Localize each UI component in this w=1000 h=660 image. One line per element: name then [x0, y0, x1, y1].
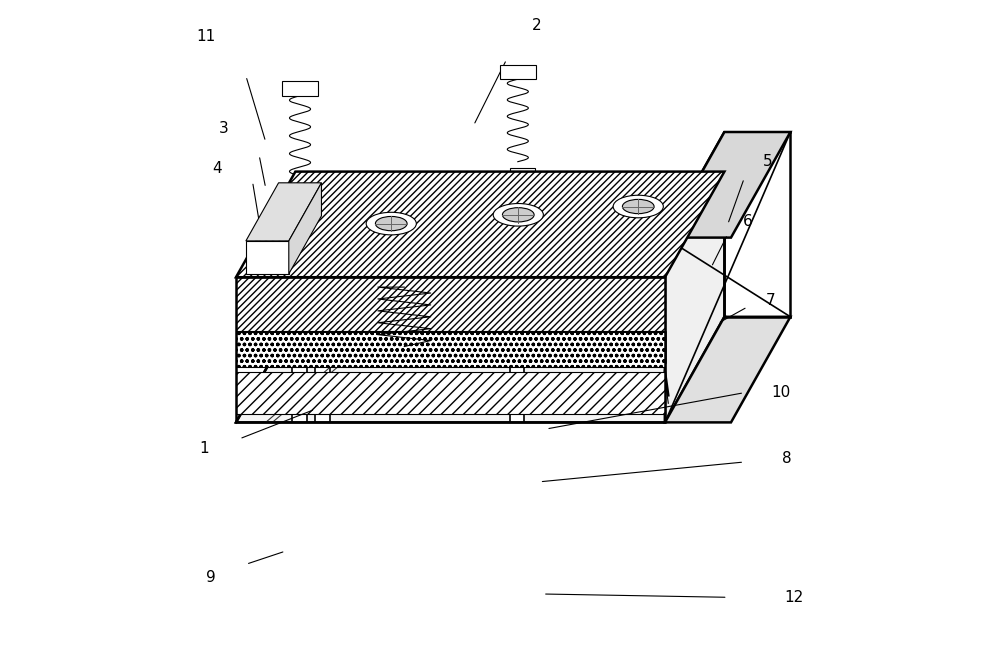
Text: 11: 11 [197, 29, 216, 44]
Text: 3: 3 [219, 121, 229, 136]
Polygon shape [292, 185, 307, 422]
Polygon shape [665, 172, 724, 422]
Ellipse shape [366, 213, 416, 235]
Polygon shape [236, 333, 665, 367]
Bar [510, 168, 535, 185]
Polygon shape [665, 317, 790, 422]
Text: 2: 2 [531, 18, 541, 32]
Text: 9: 9 [206, 570, 216, 585]
Bar [500, 65, 536, 79]
Ellipse shape [502, 208, 534, 222]
Text: 12: 12 [784, 590, 803, 605]
Ellipse shape [493, 203, 543, 226]
Text: 8: 8 [782, 451, 792, 466]
Text: 5: 5 [762, 154, 772, 169]
Text: 4: 4 [213, 161, 222, 176]
Polygon shape [246, 241, 289, 274]
Ellipse shape [613, 195, 663, 218]
Ellipse shape [375, 216, 407, 231]
Polygon shape [665, 132, 790, 238]
Text: 10: 10 [771, 385, 790, 400]
Polygon shape [315, 185, 330, 422]
Polygon shape [236, 372, 665, 414]
Ellipse shape [622, 199, 654, 214]
Polygon shape [256, 235, 603, 277]
Polygon shape [246, 183, 321, 241]
Polygon shape [236, 277, 665, 331]
Polygon shape [289, 183, 321, 274]
Polygon shape [236, 172, 724, 277]
Polygon shape [510, 247, 524, 422]
Polygon shape [665, 132, 724, 422]
Polygon shape [236, 317, 724, 422]
Bar [282, 81, 318, 96]
Text: 7: 7 [766, 293, 775, 308]
Text: 6: 6 [743, 214, 752, 228]
Text: 1: 1 [200, 442, 209, 456]
